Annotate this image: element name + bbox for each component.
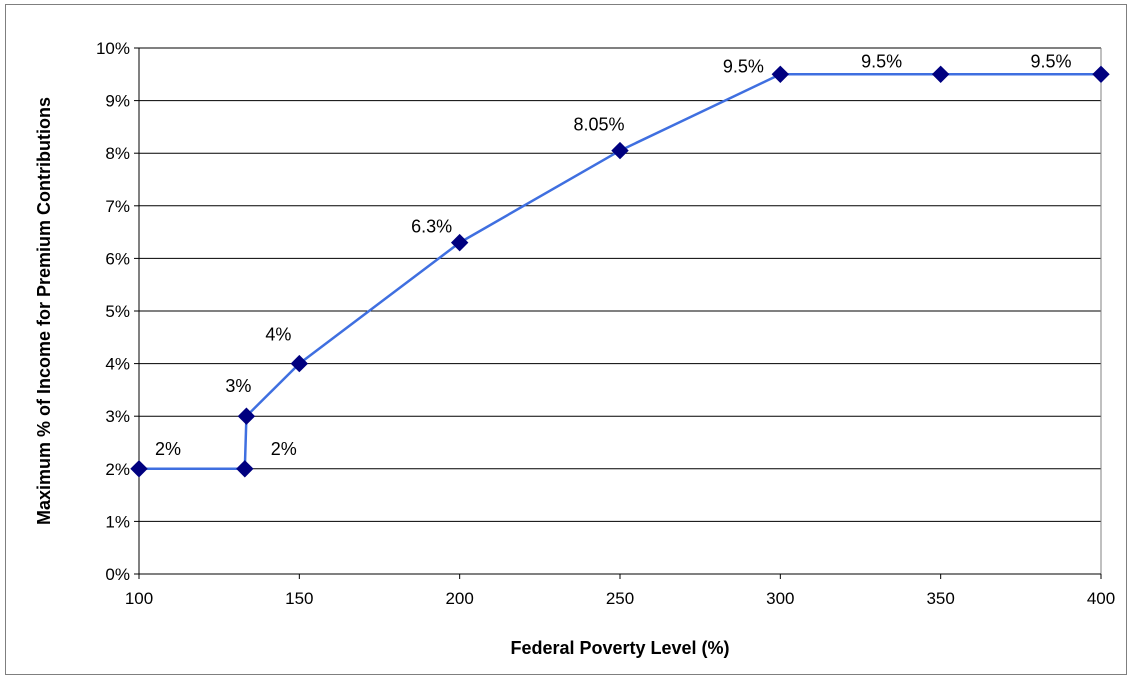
data-label: 6.3% (411, 217, 452, 237)
y-tick-label: 5% (105, 302, 130, 321)
data-labels: 2% 2% 3% 4% 6.3% 8.05% 9.5% 9.5% 9.5% (155, 51, 1072, 459)
data-point (236, 460, 254, 478)
data-label: 2% (155, 439, 181, 459)
y-tick-label: 9% (105, 92, 130, 111)
y-tick-label: 1% (105, 512, 130, 531)
x-tick-label: 100 (125, 589, 153, 608)
data-label: 9.5% (723, 56, 764, 76)
y-tick-label: 8% (105, 144, 130, 163)
x-tick-label: 300 (766, 589, 794, 608)
chart-frame: 0% 1% 2% 3% 4% 5% 6% 7% 8% 9% 10% 100 150 200 250 300 35… (5, 4, 1127, 675)
data-label: 3% (225, 376, 251, 396)
x-tick-label: 400 (1087, 589, 1115, 608)
data-label: 8.05% (573, 115, 624, 135)
y-tick-label: 3% (105, 407, 130, 426)
series-markers (130, 65, 1110, 478)
data-point (611, 141, 629, 160)
y-tick-label: 4% (105, 355, 130, 374)
data-label: 4% (265, 325, 291, 345)
data-label: 9.5% (1030, 51, 1071, 71)
axes: 0% 1% 2% 3% 4% 5% 6% 7% 8% 9% 10% 100 150 200 250 300 35… (96, 39, 1115, 608)
y-tick-label: 2% (105, 460, 130, 479)
y-tick-label: 10% (96, 39, 130, 58)
data-point (237, 407, 256, 425)
x-tick-label: 200 (445, 589, 473, 608)
data-point (931, 65, 950, 84)
x-axis-title: Federal Poverty Level (%) (510, 638, 729, 658)
data-point (771, 65, 790, 84)
data-label: 9.5% (861, 51, 902, 71)
data-point (1092, 65, 1110, 84)
y-tick-label: 6% (105, 249, 130, 268)
line-chart: 0% 1% 2% 3% 4% 5% 6% 7% 8% 9% 10% 100 150 200 250 300 35… (34, 39, 1115, 658)
y-axis-title: Maximum % of Income for Premium Contribu… (34, 97, 54, 525)
y-tick-label: 7% (105, 197, 130, 216)
data-point (130, 460, 148, 478)
data-point (290, 354, 309, 373)
x-tick-label: 250 (606, 589, 634, 608)
x-tick-label: 350 (926, 589, 954, 608)
data-point (450, 233, 469, 252)
y-tick-label: 0% (105, 565, 130, 584)
x-tick-label: 150 (285, 589, 313, 608)
data-label: 2% (271, 439, 297, 459)
